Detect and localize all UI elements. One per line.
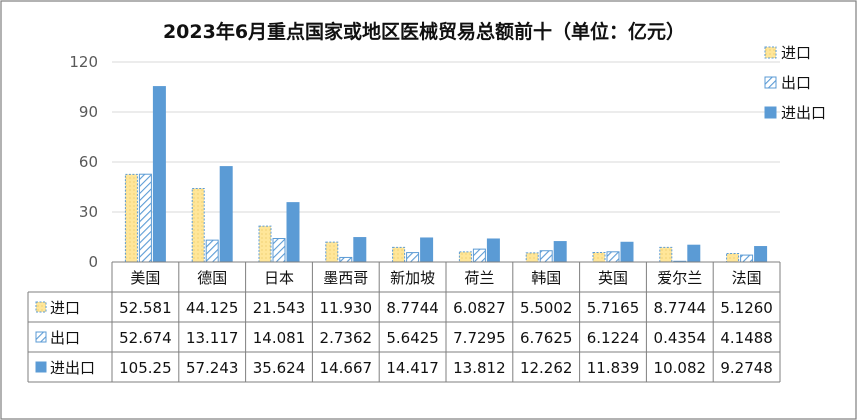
row-header-label: 出口 <box>50 329 80 347</box>
bar-2-5 <box>406 252 420 263</box>
bar-2-3 <box>272 238 286 263</box>
category-label: 美国 <box>130 269 160 287</box>
legend-swatch <box>764 106 777 119</box>
table-cell-value: 52.581 <box>119 299 172 317</box>
table-cell-value: 14.667 <box>320 359 373 377</box>
legend-swatch <box>764 76 777 89</box>
bar-1-9 <box>659 246 673 263</box>
table-cell-value: 2.7362 <box>320 329 373 347</box>
table-cell-value: 11.839 <box>587 359 640 377</box>
category-label: 英国 <box>598 269 628 287</box>
bar-3-1 <box>152 86 166 263</box>
bar-1-5 <box>392 246 406 263</box>
legend-swatch <box>764 46 777 59</box>
bar-2-10 <box>740 254 754 263</box>
table-cell-value: 8.7744 <box>386 299 439 317</box>
bar-1-3 <box>258 225 272 263</box>
table-cell-value: 57.243 <box>186 359 239 377</box>
table-cell-value: 5.7165 <box>587 299 640 317</box>
y-tick-label: 90 <box>79 103 98 121</box>
bar-3-2 <box>219 166 233 263</box>
bar-3-3 <box>286 202 300 263</box>
table-cell-value: 8.7744 <box>654 299 707 317</box>
table-cell-value: 13.117 <box>186 329 239 347</box>
bar-2-6 <box>472 248 486 263</box>
legend-label: 出口 <box>781 74 811 92</box>
table-cell-value: 105.25 <box>119 359 172 377</box>
table-cell-value: 9.2748 <box>720 359 773 377</box>
table-cell-value: 6.0827 <box>453 299 506 317</box>
y-tick-label: 120 <box>69 53 98 71</box>
table-cell-value: 10.082 <box>654 359 707 377</box>
y-tick-label: 60 <box>79 153 98 171</box>
category-label: 新加坡 <box>390 269 435 287</box>
y-tick-label: 0 <box>88 253 98 271</box>
bar-3-4 <box>353 237 367 263</box>
legend-label: 进口 <box>781 44 811 62</box>
table-cell-value: 0.4354 <box>654 329 707 347</box>
y-axis-ticks: 0 30 60 90 120 <box>69 53 98 271</box>
table-cell-value: 21.543 <box>253 299 306 317</box>
bar-1-4 <box>325 241 339 263</box>
bar-2-1 <box>138 173 152 263</box>
table-cell-value: 14.081 <box>253 329 306 347</box>
bar-3-6 <box>486 238 500 263</box>
category-label: 德国 <box>197 269 227 287</box>
row-legend-swatch <box>35 361 47 373</box>
table-cell-value: 5.6425 <box>386 329 439 347</box>
table-cell-value: 5.1260 <box>720 299 773 317</box>
bar-3-5 <box>420 237 434 263</box>
table-cell-value: 35.624 <box>253 359 306 377</box>
bar-3-7 <box>553 241 567 263</box>
table-cell-value: 5.5002 <box>520 299 573 317</box>
bar-3-8 <box>620 241 634 263</box>
table-cell-value: 4.1488 <box>720 329 773 347</box>
row-header-label: 进口 <box>50 299 80 317</box>
table-cell-value: 6.1224 <box>587 329 640 347</box>
bar-1-2 <box>191 187 205 263</box>
table-cell-value: 12.262 <box>520 359 573 377</box>
category-label: 墨西哥 <box>323 269 368 287</box>
bar-1-7 <box>525 252 539 263</box>
bar-2-7 <box>539 250 553 263</box>
category-label: 日本 <box>264 269 294 287</box>
table-cell-value: 7.7295 <box>453 329 506 347</box>
bar-2-4 <box>339 256 353 263</box>
y-tick-label: 30 <box>79 203 98 221</box>
bar-1-10 <box>726 252 740 263</box>
chart-title: 2023年6月重点国家或地区医械贸易总额前十（单位：亿元） <box>163 20 685 43</box>
bar-3-10 <box>754 246 768 263</box>
legend-label: 进出口 <box>781 104 826 122</box>
row-header-label: 进出口 <box>50 359 95 377</box>
table-cell-value: 13.812 <box>453 359 506 377</box>
bars <box>124 86 768 263</box>
bar-3-9 <box>687 244 701 263</box>
row-legend-swatch <box>35 331 47 343</box>
category-label: 爱尔兰 <box>657 269 702 287</box>
table-cell-value: 44.125 <box>186 299 239 317</box>
table-cell-value: 6.7625 <box>520 329 573 347</box>
row-legend-swatch <box>35 301 47 313</box>
table-cell-value: 52.674 <box>119 329 172 347</box>
bar-2-2 <box>205 239 219 263</box>
bar-1-1 <box>124 173 138 263</box>
bar-2-8 <box>606 251 620 263</box>
table-cell-value: 11.930 <box>320 299 373 317</box>
bar-1-6 <box>458 251 472 263</box>
category-label: 法国 <box>732 269 762 287</box>
bar-1-8 <box>592 251 606 263</box>
category-label: 韩国 <box>531 269 561 287</box>
category-label: 荷兰 <box>464 269 494 287</box>
table-cell-value: 14.417 <box>386 359 439 377</box>
